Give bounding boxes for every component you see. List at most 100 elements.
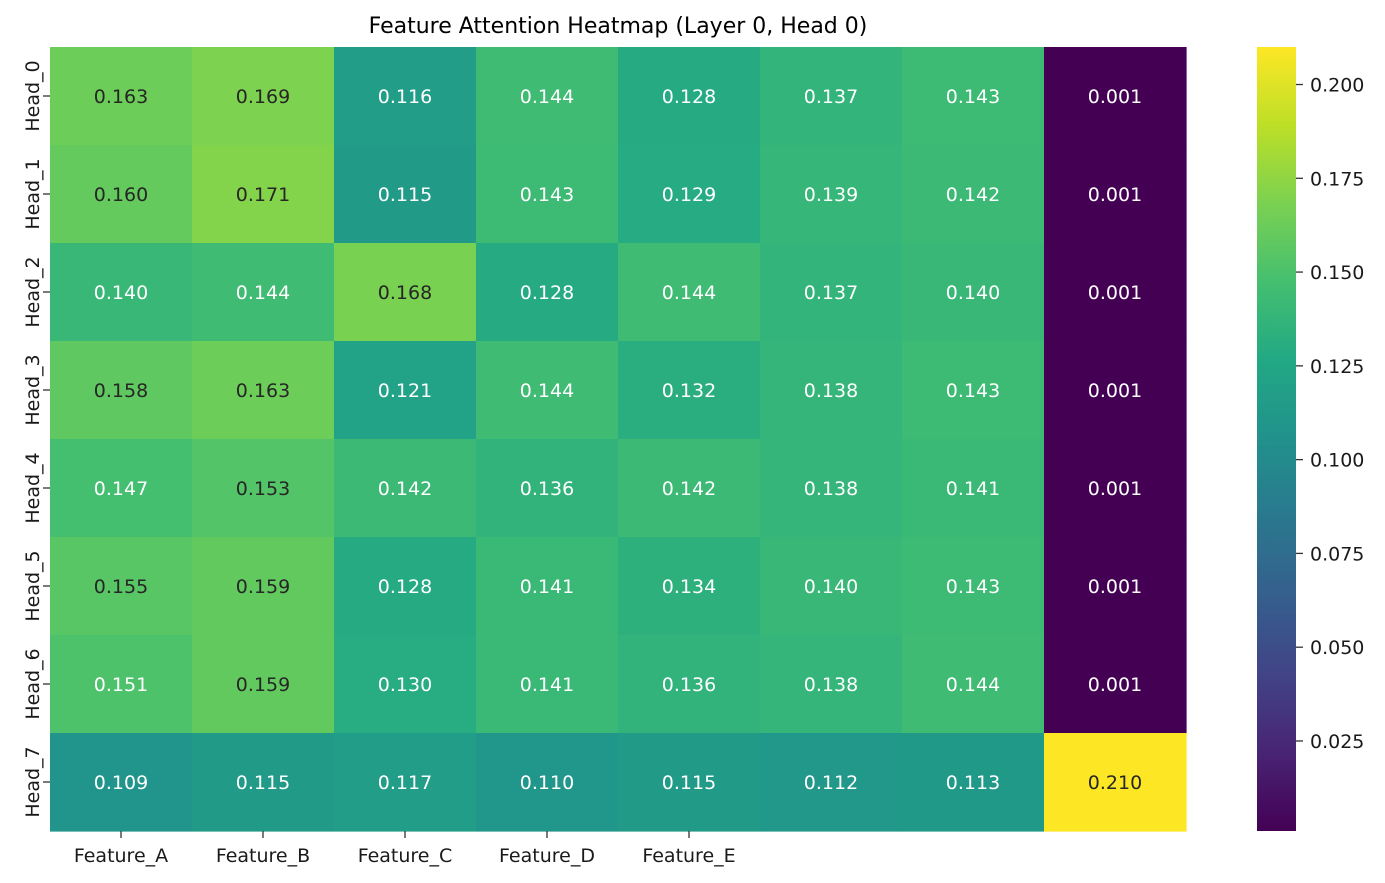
colorbar-tick-label: 0.050	[1310, 637, 1364, 659]
y-tick-label: Head_6	[22, 648, 44, 719]
heatmap-cell	[1044, 635, 1187, 734]
heatmap-cell	[760, 341, 903, 440]
heatmap-cell	[1044, 537, 1187, 636]
heatmap-cell-label: 0.163	[236, 380, 290, 402]
y-tick-label: Head_3	[22, 354, 44, 425]
heatmap-cell	[902, 439, 1045, 538]
heatmap-cell-label: 0.153	[236, 478, 290, 500]
colorbar-gradient	[1257, 47, 1296, 831]
heatmap-cell-label: 0.171	[236, 184, 290, 206]
heatmap-cell	[1044, 439, 1187, 538]
heatmap-cell-label: 0.140	[946, 282, 1000, 304]
heatmap-cell	[476, 145, 619, 244]
heatmap-cell-label: 0.147	[94, 478, 148, 500]
heatmap-cell	[902, 733, 1045, 832]
heatmap-cell-label: 0.158	[94, 380, 148, 402]
heatmap-cell-label: 0.143	[946, 380, 1000, 402]
heatmap-cell	[902, 145, 1045, 244]
heatmap-cell-label: 0.144	[236, 282, 290, 304]
heatmap-cell-label: 0.144	[520, 86, 574, 108]
heatmap-cell-label: 0.121	[378, 380, 432, 402]
heatmap-cell-label: 0.140	[804, 576, 858, 598]
heatmap-cell	[476, 537, 619, 636]
heatmap-cell	[902, 243, 1045, 342]
heatmap-cell-label: 0.142	[946, 184, 1000, 206]
heatmap-cell	[192, 47, 335, 146]
heatmap-cell-label: 0.132	[662, 380, 716, 402]
y-tick-label: Head_0	[22, 60, 44, 131]
y-tick-label: Head_7	[22, 746, 44, 817]
x-tick-label: Feature_D	[499, 845, 595, 867]
heatmap-cell	[618, 243, 761, 342]
heatmap-cell-label: 0.128	[662, 86, 716, 108]
heatmap-cell	[476, 635, 619, 734]
heatmap-cell-label: 0.143	[520, 184, 574, 206]
heatmap-cell-label: 0.129	[662, 184, 716, 206]
heatmap-cell	[192, 145, 335, 244]
heatmap-cell-label: 0.136	[662, 674, 716, 696]
heatmap-cell	[1044, 341, 1187, 440]
heatmap-cell	[50, 47, 193, 146]
x-tick-label: Feature_A	[74, 845, 168, 867]
y-tick-label: Head_2	[22, 256, 44, 327]
heatmap-cell	[902, 635, 1045, 734]
heatmap-cell-label: 0.001	[1088, 86, 1142, 108]
heatmap-cell-label: 0.141	[520, 576, 574, 598]
heatmap-cells	[50, 47, 1187, 832]
heatmap-cell	[760, 243, 903, 342]
heatmap-cell	[50, 733, 193, 832]
heatmap-cell	[192, 733, 335, 832]
colorbar-tick-label: 0.125	[1310, 356, 1364, 378]
heatmap-cell	[760, 635, 903, 734]
heatmap-cell-label: 0.138	[804, 478, 858, 500]
heatmap-cell	[476, 439, 619, 538]
heatmap-cell-label: 0.155	[94, 576, 148, 598]
heatmap-cell	[50, 243, 193, 342]
heatmap-cell-label: 0.001	[1088, 282, 1142, 304]
heatmap-cell-label: 0.115	[378, 184, 432, 206]
heatmap-cell-labels: 0.163 0.169 0.116 0.144 0.128 0.137 0.143 0.001…	[94, 86, 1142, 794]
colorbar: 0.025 0.050 0.075 0.100 0.125 0.150 0.175 0.200	[1257, 47, 1364, 831]
x-tick-label: Feature_C	[358, 845, 453, 867]
y-tick-label: Head_4	[22, 452, 44, 523]
heatmap-cell-label: 0.159	[236, 674, 290, 696]
heatmap-cell-label: 0.210	[1088, 772, 1142, 794]
heatmap-cell	[760, 439, 903, 538]
heatmap-cell	[618, 145, 761, 244]
heatmap-cell-label: 0.001	[1088, 184, 1142, 206]
heatmap-cell-label: 0.112	[804, 772, 858, 794]
colorbar-tick-label: 0.175	[1310, 168, 1364, 190]
heatmap-cell-label: 0.142	[378, 478, 432, 500]
heatmap-cell	[618, 439, 761, 538]
heatmap-cell	[618, 341, 761, 440]
heatmap-cell-label: 0.117	[378, 772, 432, 794]
heatmap-cell	[476, 47, 619, 146]
heatmap-cell	[192, 635, 335, 734]
heatmap-cell	[760, 47, 903, 146]
heatmap-cell-label: 0.137	[804, 86, 858, 108]
heatmap-cell-label: 0.160	[94, 184, 148, 206]
heatmap-cell-label: 0.134	[662, 576, 716, 598]
colorbar-tick-label: 0.025	[1310, 731, 1364, 753]
heatmap-cell	[760, 537, 903, 636]
heatmap-cell-label: 0.138	[804, 674, 858, 696]
heatmap-cell-label: 0.169	[236, 86, 290, 108]
heatmap-cell-label: 0.143	[946, 86, 1000, 108]
heatmap-cell	[334, 47, 477, 146]
heatmap-cell-label: 0.141	[520, 674, 574, 696]
heatmap-cell-label: 0.163	[94, 86, 148, 108]
heatmap-cell-label: 0.116	[378, 86, 432, 108]
x-tick-label: Feature_B	[216, 845, 310, 867]
heatmap-cell	[902, 537, 1045, 636]
heatmap-cell-label: 0.144	[946, 674, 1000, 696]
heatmap-cell	[50, 145, 193, 244]
heatmap-cell	[476, 341, 619, 440]
heatmap-cell	[476, 733, 619, 832]
heatmap-cell	[1044, 47, 1187, 146]
heatmap-cell-label: 0.137	[804, 282, 858, 304]
heatmap-cell-label: 0.001	[1088, 380, 1142, 402]
heatmap-cell-label: 0.159	[236, 576, 290, 598]
heatmap-cell-label: 0.109	[94, 772, 148, 794]
heatmap-cell	[334, 341, 477, 440]
heatmap-cell-label: 0.143	[946, 576, 1000, 598]
